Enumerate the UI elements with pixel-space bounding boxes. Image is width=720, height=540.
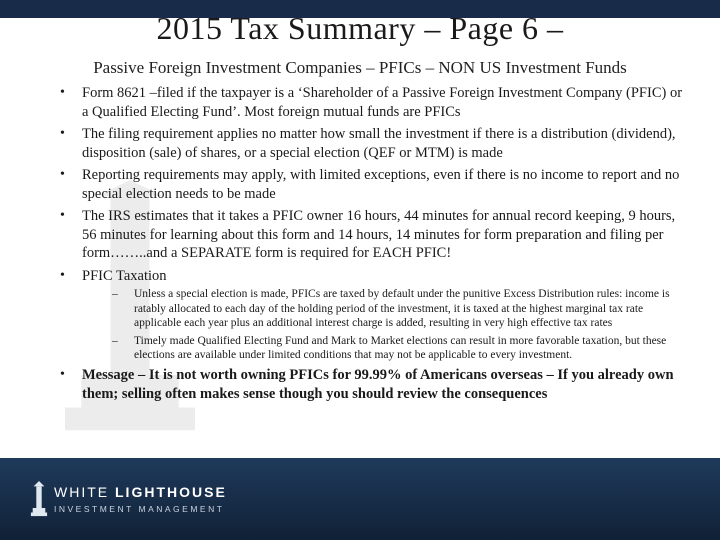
sub-bullet-text: Unless a special election is made, PFICs… <box>134 288 670 329</box>
brand-block: WHITE LIGHTHOUSE INVESTMENT MANAGEMENT <box>54 484 227 514</box>
bullet-item: Reporting requirements may apply, with l… <box>54 166 690 203</box>
brand-word-white: WHITE <box>54 484 115 500</box>
brand-name: WHITE LIGHTHOUSE <box>54 484 227 500</box>
bullet-text: Message – It is not worth owning PFICs f… <box>82 367 674 402</box>
bullet-text: Form 8621 –filed if the taxpayer is a ‘S… <box>82 85 682 120</box>
sub-bullet-text: Timely made Qualified Electing Fund and … <box>134 335 666 361</box>
slide: 2015 Tax Summary – Page 6 – Passive Fore… <box>0 0 720 540</box>
bullet-item: PFIC Taxation Unless a special election … <box>54 267 690 362</box>
lighthouse-logo-icon <box>30 480 48 518</box>
bullet-text: The IRS estimates that it takes a PFIC o… <box>82 208 675 261</box>
sub-bullet-item: Timely made Qualified Electing Fund and … <box>82 334 690 363</box>
footer-band: WHITE LIGHTHOUSE INVESTMENT MANAGEMENT <box>0 458 720 540</box>
sub-bullet-item: Unless a special election is made, PFICs… <box>82 287 690 330</box>
brand-tagline: INVESTMENT MANAGEMENT <box>54 504 227 514</box>
slide-subtitle: Passive Foreign Investment Companies – P… <box>0 58 720 78</box>
bullet-item: Message – It is not worth owning PFICs f… <box>54 366 690 403</box>
bullet-item: Form 8621 –filed if the taxpayer is a ‘S… <box>54 84 690 121</box>
bullet-item: The IRS estimates that it takes a PFIC o… <box>54 207 690 263</box>
slide-title: 2015 Tax Summary – Page 6 – <box>0 10 720 47</box>
brand-word-lighthouse: LIGHTHOUSE <box>115 484 227 500</box>
bullet-text: The filing requirement applies no matter… <box>82 126 676 161</box>
bullet-text: PFIC Taxation <box>82 268 167 284</box>
bullet-text: Reporting requirements may apply, with l… <box>82 167 679 202</box>
bullet-list: Form 8621 –filed if the taxpayer is a ‘S… <box>54 84 690 403</box>
sub-bullet-list: Unless a special election is made, PFICs… <box>82 287 690 362</box>
slide-body: Form 8621 –filed if the taxpayer is a ‘S… <box>54 84 690 407</box>
bullet-item: The filing requirement applies no matter… <box>54 125 690 162</box>
